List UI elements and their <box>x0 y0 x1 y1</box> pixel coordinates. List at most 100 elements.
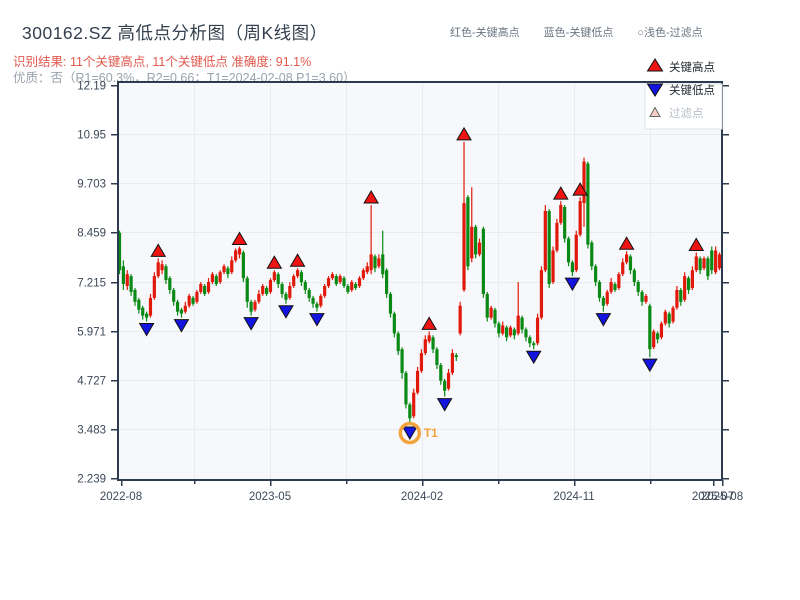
candle-body <box>264 287 269 294</box>
candle-body <box>315 303 319 308</box>
key-low-marker <box>436 398 453 412</box>
candle-body <box>694 256 698 271</box>
key-high-marker <box>421 316 438 330</box>
candle-body <box>613 284 617 290</box>
candle-body <box>640 291 644 302</box>
candle-body <box>683 276 687 300</box>
y-tick-label: 8.459 <box>77 228 106 240</box>
t1-annotation: T1 <box>398 421 438 445</box>
candle-body <box>628 256 633 271</box>
candle-body <box>717 254 722 269</box>
candle-body <box>121 266 125 285</box>
candle-body <box>625 254 629 263</box>
key-high-marker <box>618 236 635 250</box>
candle-body <box>404 372 408 405</box>
candle-body <box>477 242 482 255</box>
candle-body <box>334 276 338 285</box>
candle-body <box>338 276 342 283</box>
candle-body <box>257 293 261 302</box>
candle-body <box>652 331 656 348</box>
color-legend-hint: 红色-关键高点 蓝色-关键低点 ○浅色-过滤点 <box>450 24 703 40</box>
candle-body <box>535 317 540 344</box>
candle-body <box>152 276 156 298</box>
legend-filtered-label: 过滤点 <box>669 107 704 120</box>
candle-body <box>663 311 667 324</box>
candle-body <box>520 317 524 330</box>
candle-body <box>528 337 532 344</box>
candle-body <box>586 163 590 245</box>
candle-body <box>230 260 234 273</box>
candle-body <box>675 289 679 308</box>
hint-filtered: ○浅色-过滤点 <box>637 27 703 39</box>
candle-body <box>574 234 578 271</box>
candle-body <box>578 201 582 235</box>
candle-body <box>485 293 489 318</box>
candle-body <box>237 248 242 255</box>
plot-border <box>117 81 723 481</box>
candle-body <box>117 232 122 271</box>
candle-body <box>462 203 466 290</box>
candle-body <box>470 226 474 259</box>
candle-body <box>303 282 307 290</box>
candle-body <box>210 274 215 283</box>
x-tick-label: 2025-08 <box>701 491 743 503</box>
candle-body <box>481 228 485 294</box>
candle-body <box>539 270 544 318</box>
candle-body <box>396 333 400 352</box>
key-high-marker <box>231 231 248 246</box>
candle-body <box>179 309 184 314</box>
candle-body <box>427 335 431 342</box>
hint-key-low: 蓝色-关键低点 <box>543 27 614 39</box>
candle-body <box>357 278 362 287</box>
candle-body <box>284 293 288 300</box>
y-tick-label: 2.239 <box>77 474 106 486</box>
candle-body <box>342 278 346 287</box>
candle-body <box>175 301 180 312</box>
y-tick-label: 5.971 <box>77 327 106 339</box>
candle-body <box>245 278 249 302</box>
candle-body <box>392 313 396 334</box>
candle-body <box>659 323 664 338</box>
candle-body <box>590 242 594 267</box>
candle-body <box>319 295 323 306</box>
candle-body <box>609 282 613 292</box>
candle-body <box>377 258 381 267</box>
key-low-marker <box>641 358 658 373</box>
legend-key-high-icon <box>646 58 664 72</box>
candle-body <box>419 353 424 371</box>
candle-body <box>365 266 369 273</box>
candle-body <box>203 286 207 294</box>
y-tick-label: 12.19 <box>77 81 106 93</box>
candle-body <box>133 289 137 302</box>
key-high-marker <box>456 126 472 141</box>
x-tick-label: 2022-08 <box>100 491 142 503</box>
key-low-marker <box>401 426 418 441</box>
legend-key-high-label: 关键高点 <box>669 60 715 74</box>
candle-body <box>516 315 520 334</box>
axis-tick-labels: 12.19 10.95 9.703 8.459 7.215 5.971 4.727 3.483… <box>77 81 743 504</box>
candle-body <box>191 297 195 304</box>
candle-body <box>199 284 203 292</box>
candle-body <box>450 353 455 373</box>
candle-body <box>497 323 501 334</box>
candle-body <box>454 355 458 358</box>
candle-body <box>605 291 609 304</box>
candle-body <box>547 210 551 285</box>
candle-body <box>466 197 470 267</box>
candle-body <box>679 289 683 302</box>
candle-body <box>276 274 280 285</box>
legend-filtered-icon <box>649 106 661 117</box>
candle-body <box>532 343 536 346</box>
x-tick-label: 2023-05 <box>249 491 291 503</box>
y-tick-label: 4.727 <box>77 376 106 388</box>
candle-body <box>249 301 253 312</box>
x-tick-label: 2025-07 <box>692 491 734 503</box>
candle-body <box>632 270 636 283</box>
candle-body <box>311 297 315 304</box>
candle-body <box>160 264 164 271</box>
candle-body <box>710 250 714 271</box>
axis-ticks <box>111 84 729 486</box>
gridlines <box>118 82 722 480</box>
candle-body <box>295 270 300 277</box>
